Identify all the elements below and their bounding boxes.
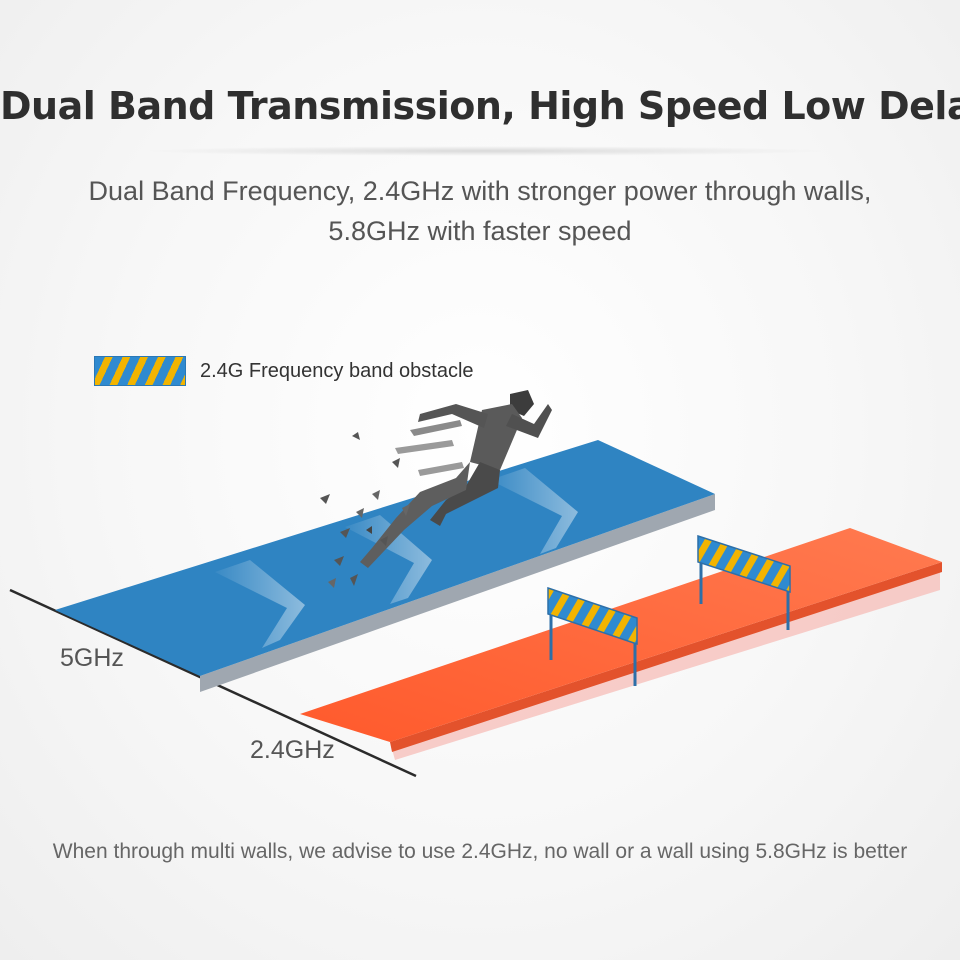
legend: 2.4G Frequency band obstacle <box>94 356 474 386</box>
hurdle-icon <box>697 534 791 630</box>
footer-note: When through multi walls, we advise to u… <box>52 840 908 863</box>
chevron-arrow-icon <box>215 560 305 648</box>
legend-label: 2.4G Frequency band obstacle <box>200 359 474 382</box>
band-5ghz-side <box>200 494 715 692</box>
hurdle-icon <box>547 586 638 686</box>
page-title: Dual Band Transmission, High Speed Low D… <box>0 84 960 128</box>
subtitle-line-1: Dual Band Frequency, 2.4GHz with stronge… <box>88 176 872 206</box>
running-man-icon <box>320 390 552 588</box>
band-2-4ghz-side <box>390 562 942 752</box>
chevron-arrow-icon <box>490 468 578 554</box>
band-label-2-4ghz: 2.4GHz <box>250 736 335 764</box>
obstacle-legend-swatch <box>94 356 186 386</box>
subtitle-line-2: 5.8GHz with faster speed <box>328 216 632 246</box>
title-underline-shadow <box>140 146 830 156</box>
chevron-arrow-icon <box>345 515 432 604</box>
band-label-5ghz: 5GHz <box>60 644 124 672</box>
band-5ghz <box>55 440 715 692</box>
